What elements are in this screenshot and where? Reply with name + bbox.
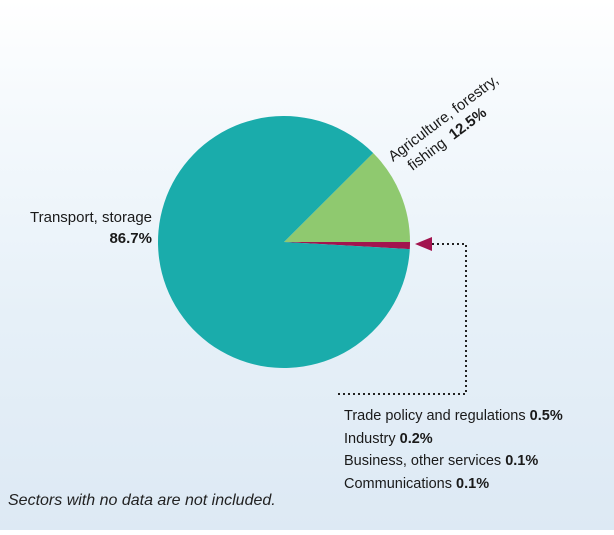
- transport-label: Transport, storage 86.7%: [30, 207, 152, 249]
- footnote: Sectors with no data are not included.: [8, 492, 276, 509]
- pie-slice-1: [284, 152, 410, 242]
- breakdown-item: Business, other services 0.1%: [344, 453, 539, 469]
- breakdown-item: Communications 0.1%: [344, 475, 490, 492]
- transport-value: 86.7%: [109, 230, 152, 247]
- agriculture-label: Agriculture, forestry, fishing 12.5%: [385, 72, 502, 175]
- breakdown-connector: [338, 237, 467, 395]
- breakdown-item: Industry 0.2%: [344, 430, 433, 447]
- connector-line: [338, 243, 467, 395]
- pie-slices: [158, 115, 410, 369]
- pie-slice-0: [158, 115, 410, 369]
- breakdown-item: Trade policy and regulations 0.5%: [344, 408, 563, 424]
- transport-name: Transport, storage: [30, 209, 152, 226]
- breakdown-list: Trade policy and regulations 0.5% Indust…: [344, 405, 563, 495]
- pie-slice-2: [284, 242, 410, 250]
- connector-arrow-icon: [415, 237, 432, 251]
